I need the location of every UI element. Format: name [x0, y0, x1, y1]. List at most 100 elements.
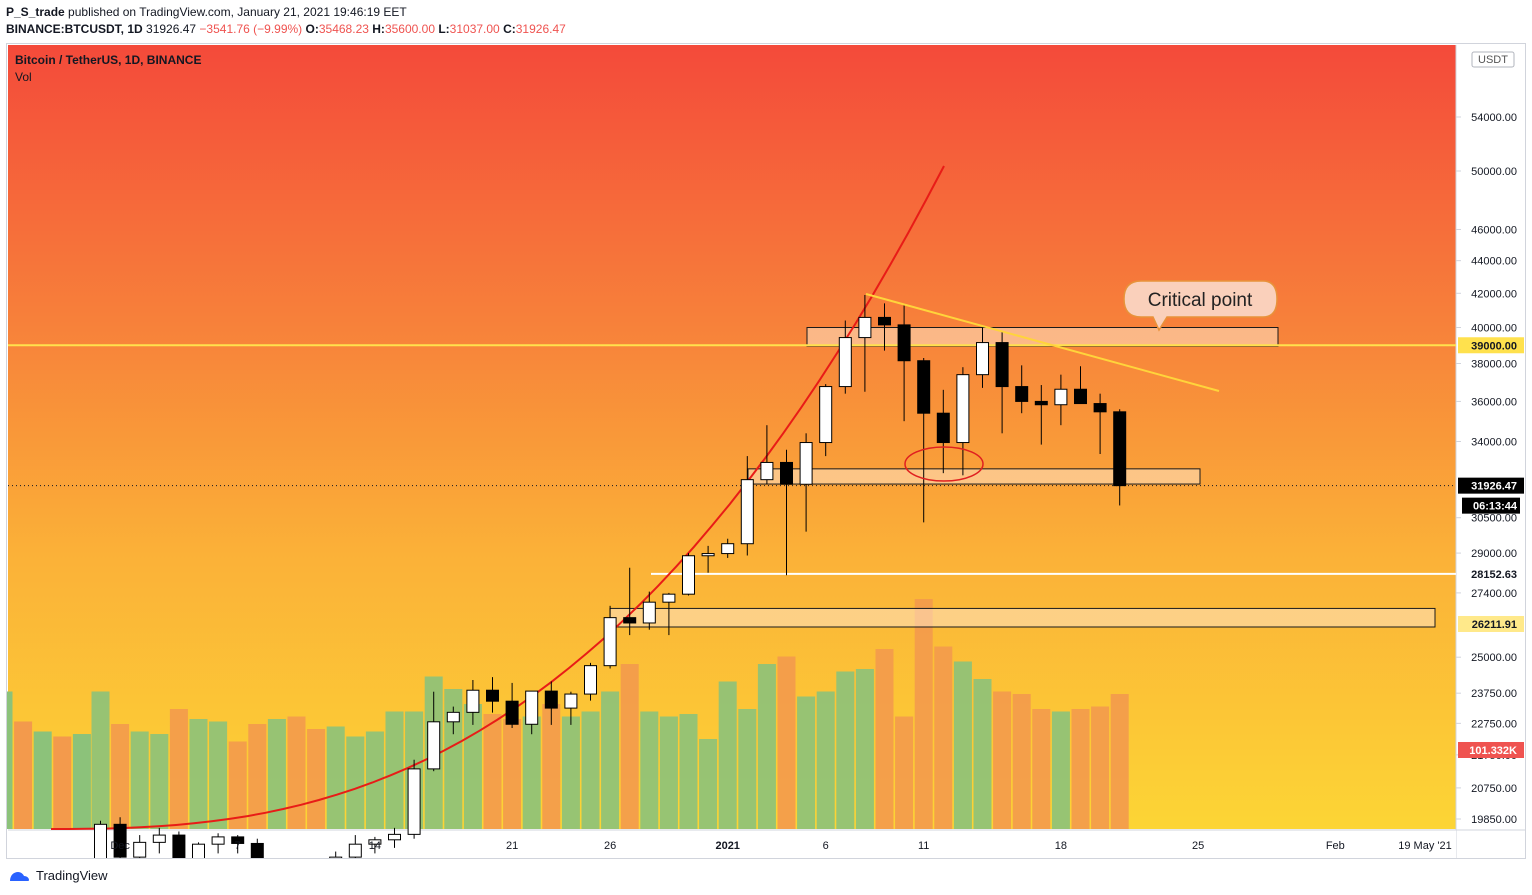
level-label-26211-bg — [1458, 615, 1524, 632]
tradingview-logo-icon — [10, 871, 29, 881]
volume-bar — [150, 734, 169, 829]
candle-bullish — [329, 856, 343, 858]
price-tick-label: 34000.00 — [1471, 437, 1517, 449]
price-tick-label: 54000.00 — [1471, 112, 1517, 124]
publish-info: P_S_trade published on TradingView.com, … — [6, 5, 407, 19]
volume-bar — [1032, 709, 1051, 829]
chart-container[interactable]: Critical point 19850.0020750.0021750.002… — [6, 43, 1526, 859]
high-value: 35600.00 — [384, 22, 435, 36]
volume-bar — [189, 719, 208, 829]
candle-bearish — [250, 842, 264, 858]
time-tick-label: 11 — [918, 840, 929, 852]
volume-bar — [601, 691, 620, 829]
callout-text: Critical point — [1148, 290, 1253, 311]
time-tick-label: 2021 — [715, 840, 739, 852]
level-lines — [8, 344, 1456, 575]
candle-bullish — [858, 316, 872, 339]
countdown-bg — [1462, 497, 1520, 514]
volume-bar — [581, 711, 600, 829]
price-tick-label: 20750.00 — [1471, 783, 1517, 795]
volume-bar — [1051, 711, 1070, 829]
volume-bar — [973, 679, 992, 829]
volume-bar — [1012, 694, 1031, 829]
candle-bearish — [623, 617, 637, 624]
time-axis: Dec 7 14 21 26 2021 6 11 18 25 Feb 19 May '21 — [110, 840, 1451, 852]
open-label: O: — [305, 22, 319, 36]
volume-bar — [385, 711, 404, 829]
volume-bar — [620, 664, 639, 829]
currency-badge — [1471, 51, 1515, 68]
price-tick-label: 46000.00 — [1471, 224, 1517, 236]
countdown-label: 06:13:44 — [1473, 501, 1518, 513]
brand-name: TradingView — [36, 868, 108, 883]
time-tick-label: Feb — [1326, 840, 1345, 852]
volume-bar — [209, 721, 228, 829]
candle-bearish — [1093, 403, 1107, 413]
price-axis-background — [1456, 45, 1525, 829]
candle-bullish — [740, 479, 754, 545]
time-axis-background — [8, 830, 1456, 858]
candle-bearish — [231, 836, 245, 844]
descending-trendline — [865, 293, 1220, 392]
last-price-label: 31926.47 — [1471, 481, 1517, 493]
volume-bar — [14, 721, 33, 829]
volume-bar — [679, 714, 698, 829]
price-change: −3541.76 (−9.99%) — [199, 22, 303, 36]
footer-brand[interactable]: TradingView — [8, 868, 108, 883]
parabolic-curve — [51, 165, 945, 830]
support-zones — [609, 327, 1436, 628]
volume-bar — [365, 731, 384, 829]
candle-bearish — [1074, 388, 1087, 405]
candle-bearish — [505, 700, 519, 725]
candle-bullish — [584, 665, 597, 695]
candle-bearish — [780, 461, 793, 485]
volume-bar — [914, 599, 933, 829]
volume-bar — [522, 716, 541, 829]
time-tick-label: 19 May '21 — [1398, 840, 1451, 852]
price-tick-label: 42000.00 — [1471, 288, 1517, 300]
drawing-overlays: Critical point — [865, 280, 1278, 482]
candle-bullish — [721, 543, 735, 555]
candle-bearish — [1015, 386, 1029, 402]
author-name[interactable]: P_S_trade — [6, 5, 65, 19]
candle-bullish — [701, 553, 715, 557]
candle-bullish — [838, 337, 852, 388]
volume-bars — [7, 599, 1129, 829]
price-tick-label: 44000.00 — [1471, 256, 1517, 268]
volume-bar — [444, 689, 463, 829]
candle-bearish — [995, 342, 1009, 388]
candle-bullish — [211, 836, 225, 845]
volume-bar — [7, 691, 13, 829]
volume-bar — [875, 649, 894, 829]
volume-label-bg — [1458, 742, 1524, 758]
close-value: 31926.47 — [515, 22, 566, 36]
volume-bar — [757, 664, 776, 829]
time-tick-label: 25 — [1192, 840, 1204, 852]
price-tick-label: 22750.00 — [1471, 718, 1517, 730]
volume-legend[interactable]: Vol — [15, 70, 32, 84]
volume-bar — [699, 739, 718, 829]
series-legend[interactable]: Bitcoin / TetherUS, 1D, BINANCE — [15, 53, 202, 67]
time-tick-label: Dec — [110, 840, 130, 852]
candle-bearish — [113, 823, 127, 858]
price-tick-label: 50000.00 — [1471, 166, 1517, 178]
time-tick-label: 6 — [823, 840, 829, 852]
volume-bar — [561, 716, 580, 829]
price-chart[interactable]: Critical point 19850.0020750.0021750.002… — [7, 44, 1525, 858]
candle-bullish — [564, 693, 578, 709]
volume-bar — [640, 711, 659, 829]
candle-bullish — [819, 386, 833, 444]
volume-bar — [287, 716, 306, 829]
volume-bar — [993, 691, 1012, 829]
volume-bar — [953, 661, 972, 829]
highlight-ellipse — [904, 446, 984, 482]
volume-bar — [718, 681, 737, 829]
symbol-name: BINANCE:BTCUSDT, 1D — [6, 22, 143, 36]
parabolic-curve-line — [51, 165, 945, 830]
price-tick-label: 19850.00 — [1471, 814, 1517, 826]
volume-bar — [659, 716, 678, 829]
volume-bar — [1091, 706, 1110, 829]
volume-bar — [777, 656, 796, 829]
candle-bullish — [388, 833, 401, 841]
time-tick-label: 21 — [506, 840, 518, 852]
